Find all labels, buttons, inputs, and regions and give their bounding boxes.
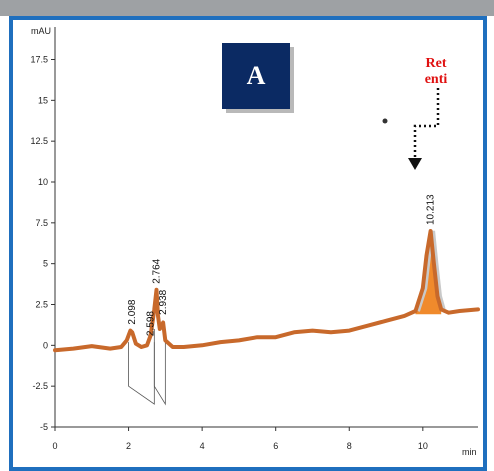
peak-label: 2.098	[127, 299, 138, 324]
integration-baseline	[128, 329, 166, 406]
peak-labels: 2.098 2.598 2.764 2.938 10.213	[127, 194, 436, 336]
y-tick-label: 10	[38, 177, 48, 187]
integration-line	[153, 329, 166, 406]
y-tick-label: 12.5	[30, 136, 48, 146]
y-axis-label: mAU	[31, 26, 51, 36]
x-tick-label: 0	[52, 441, 57, 451]
y-tick-label: 0	[43, 340, 48, 350]
peak-label: 2.938	[158, 289, 169, 314]
y-tick-label: -2.5	[32, 381, 48, 391]
peak-label: 10.213	[426, 194, 437, 225]
figure-frame	[9, 16, 487, 471]
x-tick-label: 6	[273, 441, 278, 451]
x-tick-label: 8	[347, 441, 352, 451]
x-tick-label: 10	[418, 441, 428, 451]
panel-label-box: A	[222, 43, 290, 109]
arrow-head-icon	[408, 158, 422, 170]
x-tick-label: 4	[200, 441, 205, 451]
y-tick-label: 5	[43, 259, 48, 269]
y-tick-label: 2.5	[35, 300, 48, 310]
ink-dot	[382, 118, 388, 124]
y-tick-label: -5	[40, 422, 48, 432]
axes: -5 -2.5 0 2.5 5 7.5 10 12.5 15 17.5 0 2 4 6 8 10	[30, 27, 478, 451]
annotation-line-2: enti	[424, 72, 448, 87]
panel-label: A	[246, 61, 266, 90]
trace-line	[53, 229, 480, 353]
annotation-text: Ret enti	[416, 56, 456, 88]
x-axis-label: min	[462, 447, 477, 457]
annotation-arrow	[413, 88, 440, 158]
y-tick-label: 17.5	[30, 55, 48, 65]
y-tick-label: 15	[38, 95, 48, 105]
peak-label: 2.764	[152, 258, 163, 283]
peak-label: 2.598	[146, 311, 157, 336]
annotation-line-1: Ret	[425, 56, 447, 71]
top-bar	[0, 0, 494, 16]
y-tick-label: 7.5	[35, 218, 48, 228]
x-tick-label: 2	[126, 441, 131, 451]
